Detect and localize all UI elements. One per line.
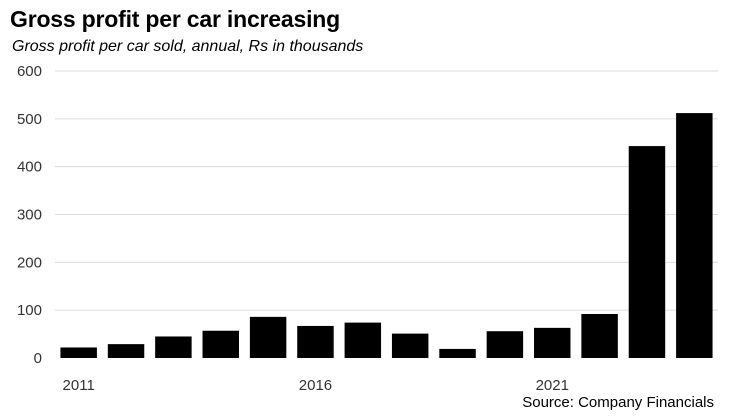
y-tick-label: 600 <box>17 63 42 80</box>
bar-2016 <box>297 325 334 358</box>
bar-2019 <box>439 348 476 358</box>
x-tick-label: 2016 <box>299 377 332 394</box>
x-tick-label: 2021 <box>536 377 569 394</box>
y-tick-label: 200 <box>17 254 42 271</box>
bar-2021 <box>534 327 571 358</box>
y-tick-label: 100 <box>17 302 42 319</box>
bars <box>60 113 713 359</box>
bar-2022 <box>581 313 618 358</box>
y-tick-label: 500 <box>17 111 42 128</box>
gridlines <box>55 70 718 311</box>
bar-2015 <box>249 316 287 358</box>
bar-2012 <box>107 344 145 358</box>
bar-2020 <box>486 331 524 358</box>
bar-2013 <box>155 336 192 358</box>
y-tick-label: 0 <box>34 350 42 367</box>
y-axis-ticks: 0 100 200 300 400 500 600 <box>17 63 42 367</box>
y-tick-label: 400 <box>17 159 42 176</box>
bar-2011 <box>60 347 97 358</box>
bar-2018 <box>391 333 429 358</box>
bar-2024 <box>676 113 713 359</box>
chart-subtitle: Gross profit per car sold, annual, Rs in… <box>12 38 364 55</box>
chart-title: Gross profit per car increasing <box>10 6 340 32</box>
x-axis-ticks: 2011 2016 2021 <box>63 377 569 394</box>
y-tick-label: 300 <box>17 207 42 224</box>
bar-2017 <box>344 322 382 358</box>
bar-2014 <box>202 330 239 358</box>
x-tick-label: 2011 <box>63 377 95 394</box>
source-note: Source: Company Financials <box>522 394 714 411</box>
bar-2023 <box>628 146 666 358</box>
